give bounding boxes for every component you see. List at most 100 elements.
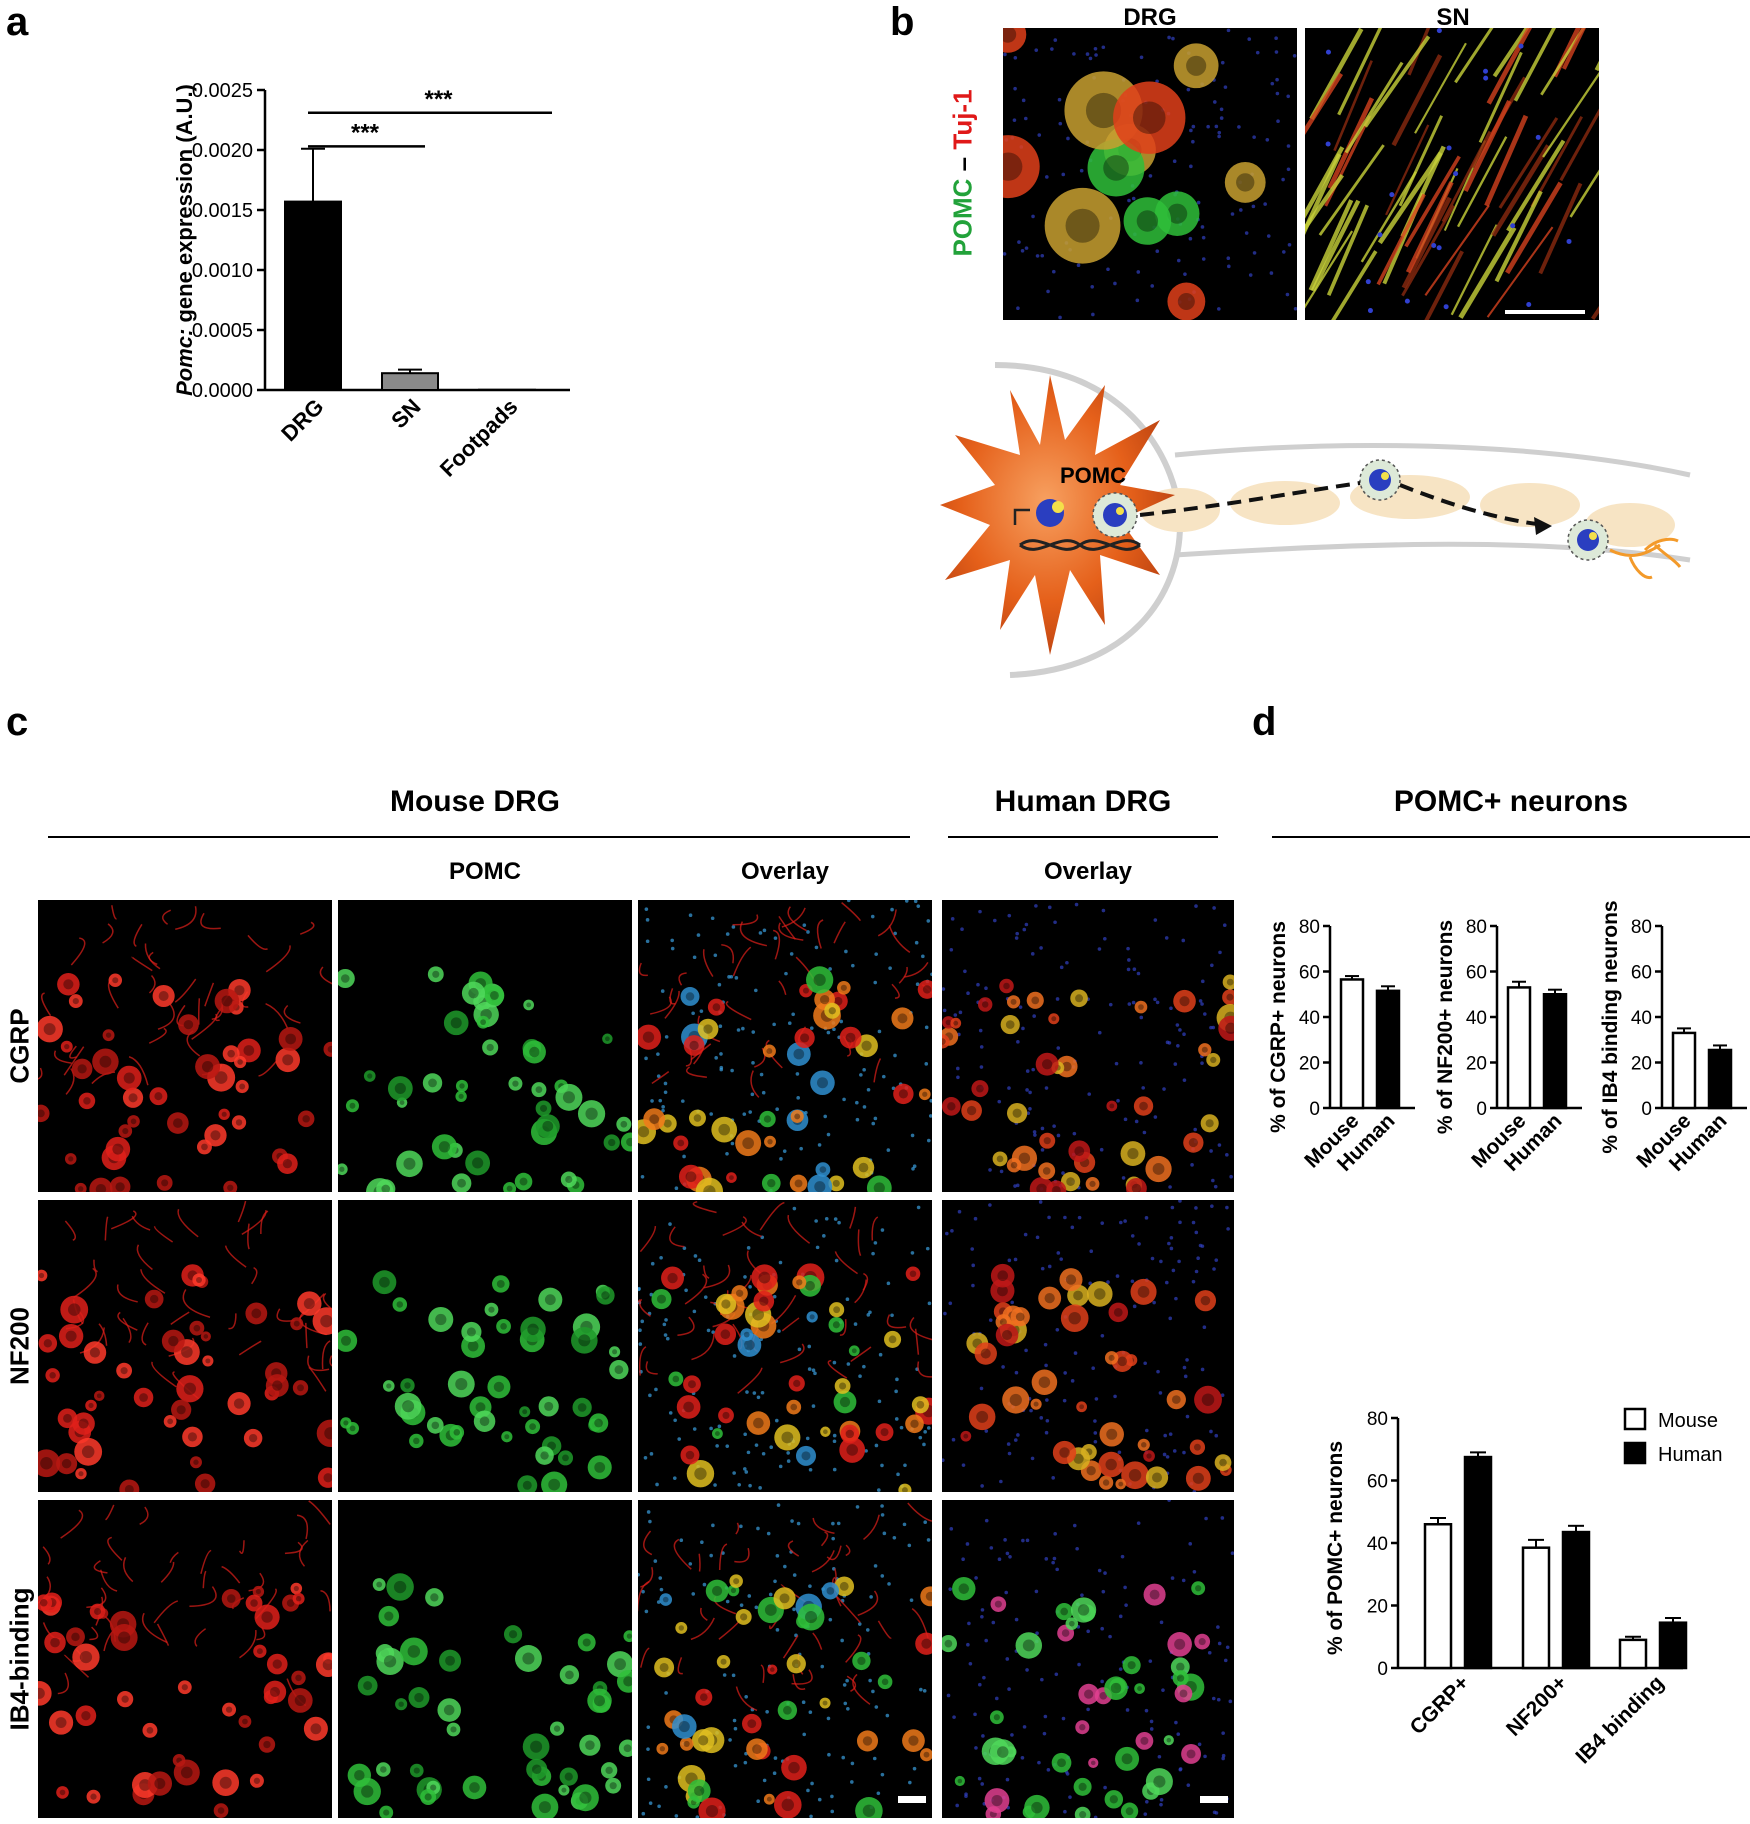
y-tick-label: 0 [1377, 1659, 1388, 1680]
panel-letter-a: a [6, 0, 29, 44]
panel-letter-d: d [1252, 700, 1277, 744]
row-label-ib4: IB4-binding [4, 1587, 35, 1731]
y-tick-label: 60 [1299, 963, 1320, 984]
row-label-nf200-wrap: NF200 [0, 1200, 40, 1492]
bar-human [1561, 1530, 1591, 1670]
micrograph-nf200-human [942, 1200, 1234, 1492]
bar-sn [381, 372, 439, 392]
micrograph-drg [1003, 28, 1297, 320]
nerve-sheath-top [1174, 442, 1691, 478]
x-tick-label: IB4 binding [1571, 1671, 1668, 1768]
y-tick-label: 40 [1631, 1008, 1652, 1029]
y-tick-label: 20 [1299, 1054, 1320, 1075]
y-tick-label: 80 [1631, 917, 1652, 938]
bar-drg [284, 200, 342, 391]
y-tick-label: 0.0005 [192, 320, 253, 342]
y-tick-label: 40 [1466, 1008, 1487, 1029]
micrograph-nf200-pomc [338, 1200, 632, 1492]
chart-a: 0.0000 0.0005 0.0010 0.0015 0.0020 0.0025Pomc… [172, 80, 570, 482]
panel-d-title: POMC+ neurons [1393, 785, 1629, 818]
col-overlay-mouse: Overlay [740, 858, 830, 885]
micrograph-ib4-human [942, 1500, 1234, 1818]
micrograph-sn [1305, 28, 1599, 320]
row-label-nf200: NF200 [4, 1306, 35, 1386]
vesicle-icon-1 [1092, 492, 1138, 538]
y-tick-label: 0 [1309, 1099, 1320, 1120]
y-tick-label: 0 [1476, 1099, 1487, 1120]
rule-mouse [48, 836, 910, 838]
row-label-cgrp-wrap: CGRP [0, 900, 40, 1192]
y-tick-label: 20 [1367, 1597, 1388, 1618]
y-tick-label: 0.0020 [192, 140, 253, 162]
micrograph-nf200-red [38, 1200, 332, 1492]
dna-icon [1019, 539, 1141, 551]
y-tick-label: 80 [1466, 917, 1487, 938]
vesicle-icon-2 [1359, 459, 1401, 501]
neuron-diagram: POMC [940, 362, 1691, 678]
col-pomc: POMC [449, 858, 521, 885]
bar-human [1463, 1455, 1493, 1670]
y-tick-label: 20 [1631, 1054, 1652, 1075]
x-tick-label: NF200+ [1502, 1671, 1572, 1741]
y-tick-label: 0.0025 [192, 80, 253, 102]
x-tick-label: SN [386, 394, 425, 433]
bar-mouse [1521, 1546, 1551, 1670]
micrograph-ib4-overlay [638, 1500, 932, 1818]
stain-separator: – [947, 149, 978, 179]
legend-swatch-mouse [1623, 1407, 1647, 1431]
micrograph-cgrp-pomc [338, 900, 632, 1192]
y-tick-label: 80 [1299, 917, 1320, 938]
transport-arrow-2 [1399, 483, 1546, 527]
row-label-cgrp: CGRP [4, 1008, 35, 1084]
y-tick-label: 60 [1631, 963, 1652, 984]
y-tick-label: 40 [1367, 1534, 1388, 1555]
bar-mouse [1423, 1523, 1453, 1670]
scale-bar-c-mouse [898, 1796, 926, 1803]
y-axis-label: % of POMC+ neurons [1324, 1441, 1347, 1655]
y-tick-label: 0.0000 [192, 380, 253, 402]
significance-label: *** [351, 119, 380, 146]
micrograph-nf200-overlay [638, 1200, 932, 1492]
bar-human [1542, 993, 1568, 1110]
nerve-sheath-bottom [1174, 541, 1691, 563]
y-axis-label: Pomc: gene expression (A.U.) [172, 84, 197, 396]
x-tick-label: CGRP+ [1406, 1671, 1474, 1739]
pomc-protein-icon [1036, 499, 1064, 527]
micrograph-cgrp-red [38, 900, 332, 1192]
bar-mouse [1339, 978, 1365, 1110]
chart-d4: 0 20 40 60 80 % of POMC+ neurons CGRP+ NF200+ IB… [1324, 1407, 1722, 1768]
scale-bar-b [1505, 310, 1585, 314]
legend-swatch-human [1623, 1441, 1647, 1465]
y-tick-label: 40 [1299, 1008, 1320, 1029]
y-tick-label: 80 [1367, 1409, 1388, 1430]
diagram-pomc-label: POMC [1060, 463, 1126, 488]
bar-human [1375, 989, 1401, 1110]
rule-d [1272, 836, 1750, 838]
row-label-ib4-wrap: IB4-binding [0, 1500, 40, 1818]
legend-label-mouse: Mouse [1658, 1410, 1718, 1432]
col-label-drg: DRG [1123, 4, 1177, 31]
panel-letter-b: b [890, 0, 915, 44]
bar-mouse [1506, 986, 1532, 1110]
y-axis-label: % of IB4 binding neurons [1599, 900, 1622, 1153]
y-tick-label: 0 [1641, 1099, 1652, 1120]
micrograph-cgrp-human [942, 900, 1234, 1192]
y-tick-label: 60 [1367, 1472, 1388, 1493]
bar-mouse [1671, 1031, 1697, 1110]
y-tick-label: 60 [1466, 963, 1487, 984]
y-tick-label: 0.0015 [192, 200, 253, 222]
micrograph-ib4-pomc [338, 1500, 632, 1818]
y-tick-label: 0.0010 [192, 260, 253, 282]
rule-human [948, 836, 1218, 838]
stain-tuj1-label: Tuj-1 [947, 89, 978, 150]
vesicle-icon-3 [1567, 519, 1609, 561]
group-human-drg: Human DRG [994, 785, 1172, 818]
bar-mouse [1618, 1638, 1648, 1670]
stain-pomc-label: POMC [947, 178, 978, 257]
bar-human [1658, 1621, 1688, 1670]
myelin-segments [1140, 475, 1675, 547]
x-tick-label: DRG [276, 394, 328, 446]
legend-label-human: Human [1658, 1444, 1722, 1466]
